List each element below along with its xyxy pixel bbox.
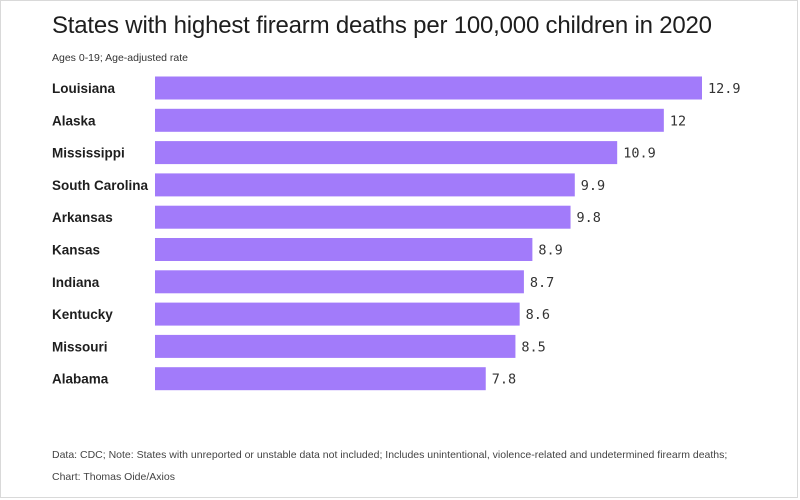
chart-footer: Data: CDC; Note: States with unreported … — [52, 449, 728, 483]
bar-chart: Louisiana 12.9 Alaska 12 Mississippi 10.9 Sout… — [52, 76, 741, 391]
category-label: Kansas — [52, 243, 100, 258]
bar — [155, 173, 575, 197]
category-label: Alaska — [52, 113, 96, 128]
bar — [155, 141, 618, 165]
bar — [155, 76, 702, 100]
data-label: 12.9 — [708, 81, 741, 97]
category-label: Mississippi — [52, 146, 125, 161]
data-label: 8.9 — [538, 243, 562, 259]
data-label: 10.9 — [623, 146, 656, 162]
category-label: Indiana — [52, 275, 100, 290]
bar — [155, 367, 486, 391]
data-label: 8.7 — [530, 275, 554, 291]
bar — [155, 238, 533, 261]
category-label: Arkansas — [52, 210, 113, 225]
bar — [155, 302, 520, 326]
category-label: Louisiana — [52, 81, 116, 96]
category-label: Missouri — [52, 339, 108, 354]
category-label: Kentucky — [52, 307, 113, 322]
chart-subtitle: Ages 0-19; Age-adjusted rate — [52, 52, 189, 64]
chart-title: States with highest firearm deaths per 1… — [52, 12, 712, 39]
data-label: 8.6 — [526, 307, 550, 323]
bar — [155, 270, 524, 294]
category-label: Alabama — [52, 372, 109, 387]
data-label: 7.8 — [492, 372, 516, 388]
bar — [155, 205, 571, 229]
bar — [155, 108, 664, 132]
data-label: 9.9 — [581, 178, 605, 194]
category-label: South Carolina — [52, 178, 148, 193]
data-label: 8.5 — [521, 339, 545, 355]
bar — [155, 334, 516, 358]
data-label: 12 — [670, 113, 686, 129]
data-label: 9.8 — [577, 210, 601, 226]
